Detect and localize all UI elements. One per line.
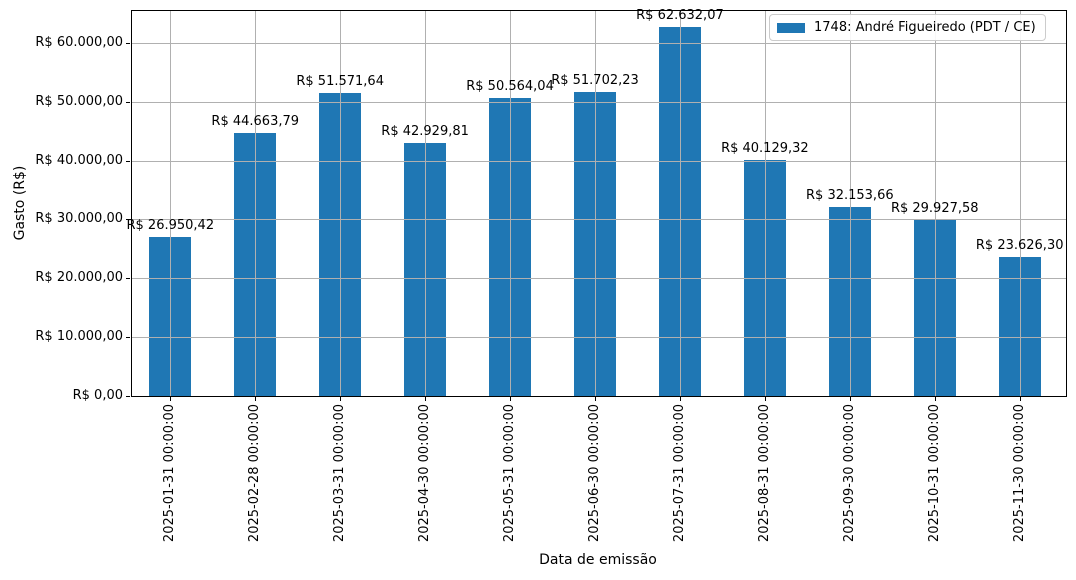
bar-value-label: R$ 40.129,32 [721,140,809,156]
y-tick-mark [126,219,130,221]
gridline-vertical [255,10,257,396]
bar-value-label: R$ 51.571,64 [296,73,384,89]
gridline-vertical [764,10,766,396]
x-tick-mark [255,397,257,401]
legend-swatch [777,22,805,33]
x-tick-mark [170,397,172,401]
gridline-vertical [849,10,851,396]
x-tick-label: 2025-06-30 00:00:00 [587,404,602,543]
y-tick-label: R$ 10.000,00 [35,329,123,345]
x-tick-label: 2025-02-28 00:00:00 [247,404,263,543]
y-tick-label: R$ 60.000,00 [35,34,123,50]
gridline-horizontal [131,219,1066,221]
legend-label: 1748: André Figueiredo (PDT / CE) [814,20,1036,35]
gridline-vertical [510,10,512,396]
x-tick-mark [595,397,596,401]
gridline-vertical [1019,10,1021,396]
x-tick-mark [764,397,766,401]
x-tick-mark [425,397,427,401]
bar-value-label: R$ 42.929,81 [381,124,469,140]
y-tick-mark [126,337,130,339]
x-tick-label: 2025-01-31 00:00:00 [162,404,178,543]
y-tick-mark [126,101,130,103]
bar-value-label: R$ 29.927,58 [890,200,979,216]
bar-value-label: R$ 32.153,66 [806,187,894,203]
x-tick-label: 2025-05-31 00:00:00 [502,404,518,543]
y-tick-label: R$ 40.000,00 [35,152,123,168]
x-tick-label: 2025-07-31 00:00:00 [671,404,687,543]
y-axis-title: Gasto (R$) [12,165,28,241]
x-tick-label: 2025-08-31 00:00:00 [756,404,772,543]
gridline-vertical [340,10,342,396]
y-tick-mark [126,278,130,280]
gridline-vertical [170,10,172,396]
x-tick-mark [510,397,512,401]
bar-value-label: R$ 23.626,30 [975,237,1064,253]
x-tick-mark [849,397,851,401]
x-tick-label: 2025-04-30 00:00:00 [417,404,433,543]
y-tick-mark [126,42,130,44]
bar-value-label: R$ 44.663,79 [211,114,300,130]
legend: 1748: André Figueiredo (PDT / CE) [769,14,1046,41]
gridline-vertical [934,10,936,396]
x-tick-mark [1019,397,1021,401]
bar-value-label: R$ 51.702,23 [551,72,639,88]
y-tick-mark [126,160,130,162]
y-tick-label: R$ 0,00 [72,388,123,403]
x-tick-mark [679,397,681,401]
y-tick-label: R$ 30.000,00 [35,211,123,227]
gridline-horizontal [131,337,1066,339]
x-tick-label: 2025-03-31 00:00:00 [332,404,348,543]
gridline-horizontal [131,160,1066,162]
y-tick-label: R$ 50.000,00 [35,93,123,109]
gridline-vertical [679,10,681,396]
y-tick-label: R$ 20.000,00 [35,270,123,286]
x-tick-label: 2025-09-30 00:00:00 [841,404,857,543]
bar-value-label: R$ 62.632,07 [636,8,724,24]
x-tick-mark [340,397,342,401]
x-tick-mark [934,397,936,401]
x-axis-title: Data de emissão [539,552,657,568]
gridline-horizontal [131,42,1066,44]
x-tick-label: 2025-11-30 00:00:00 [1011,404,1027,543]
bar-value-label: R$ 26.950,42 [126,218,215,234]
y-tick-mark [126,396,130,397]
gridline-vertical [595,10,596,396]
x-tick-label: 2025-10-31 00:00:00 [926,404,942,543]
gridline-vertical [425,10,427,396]
gridline-horizontal [131,101,1066,103]
gridline-horizontal [131,278,1066,280]
bar-value-label: R$ 50.564,04 [466,79,554,95]
